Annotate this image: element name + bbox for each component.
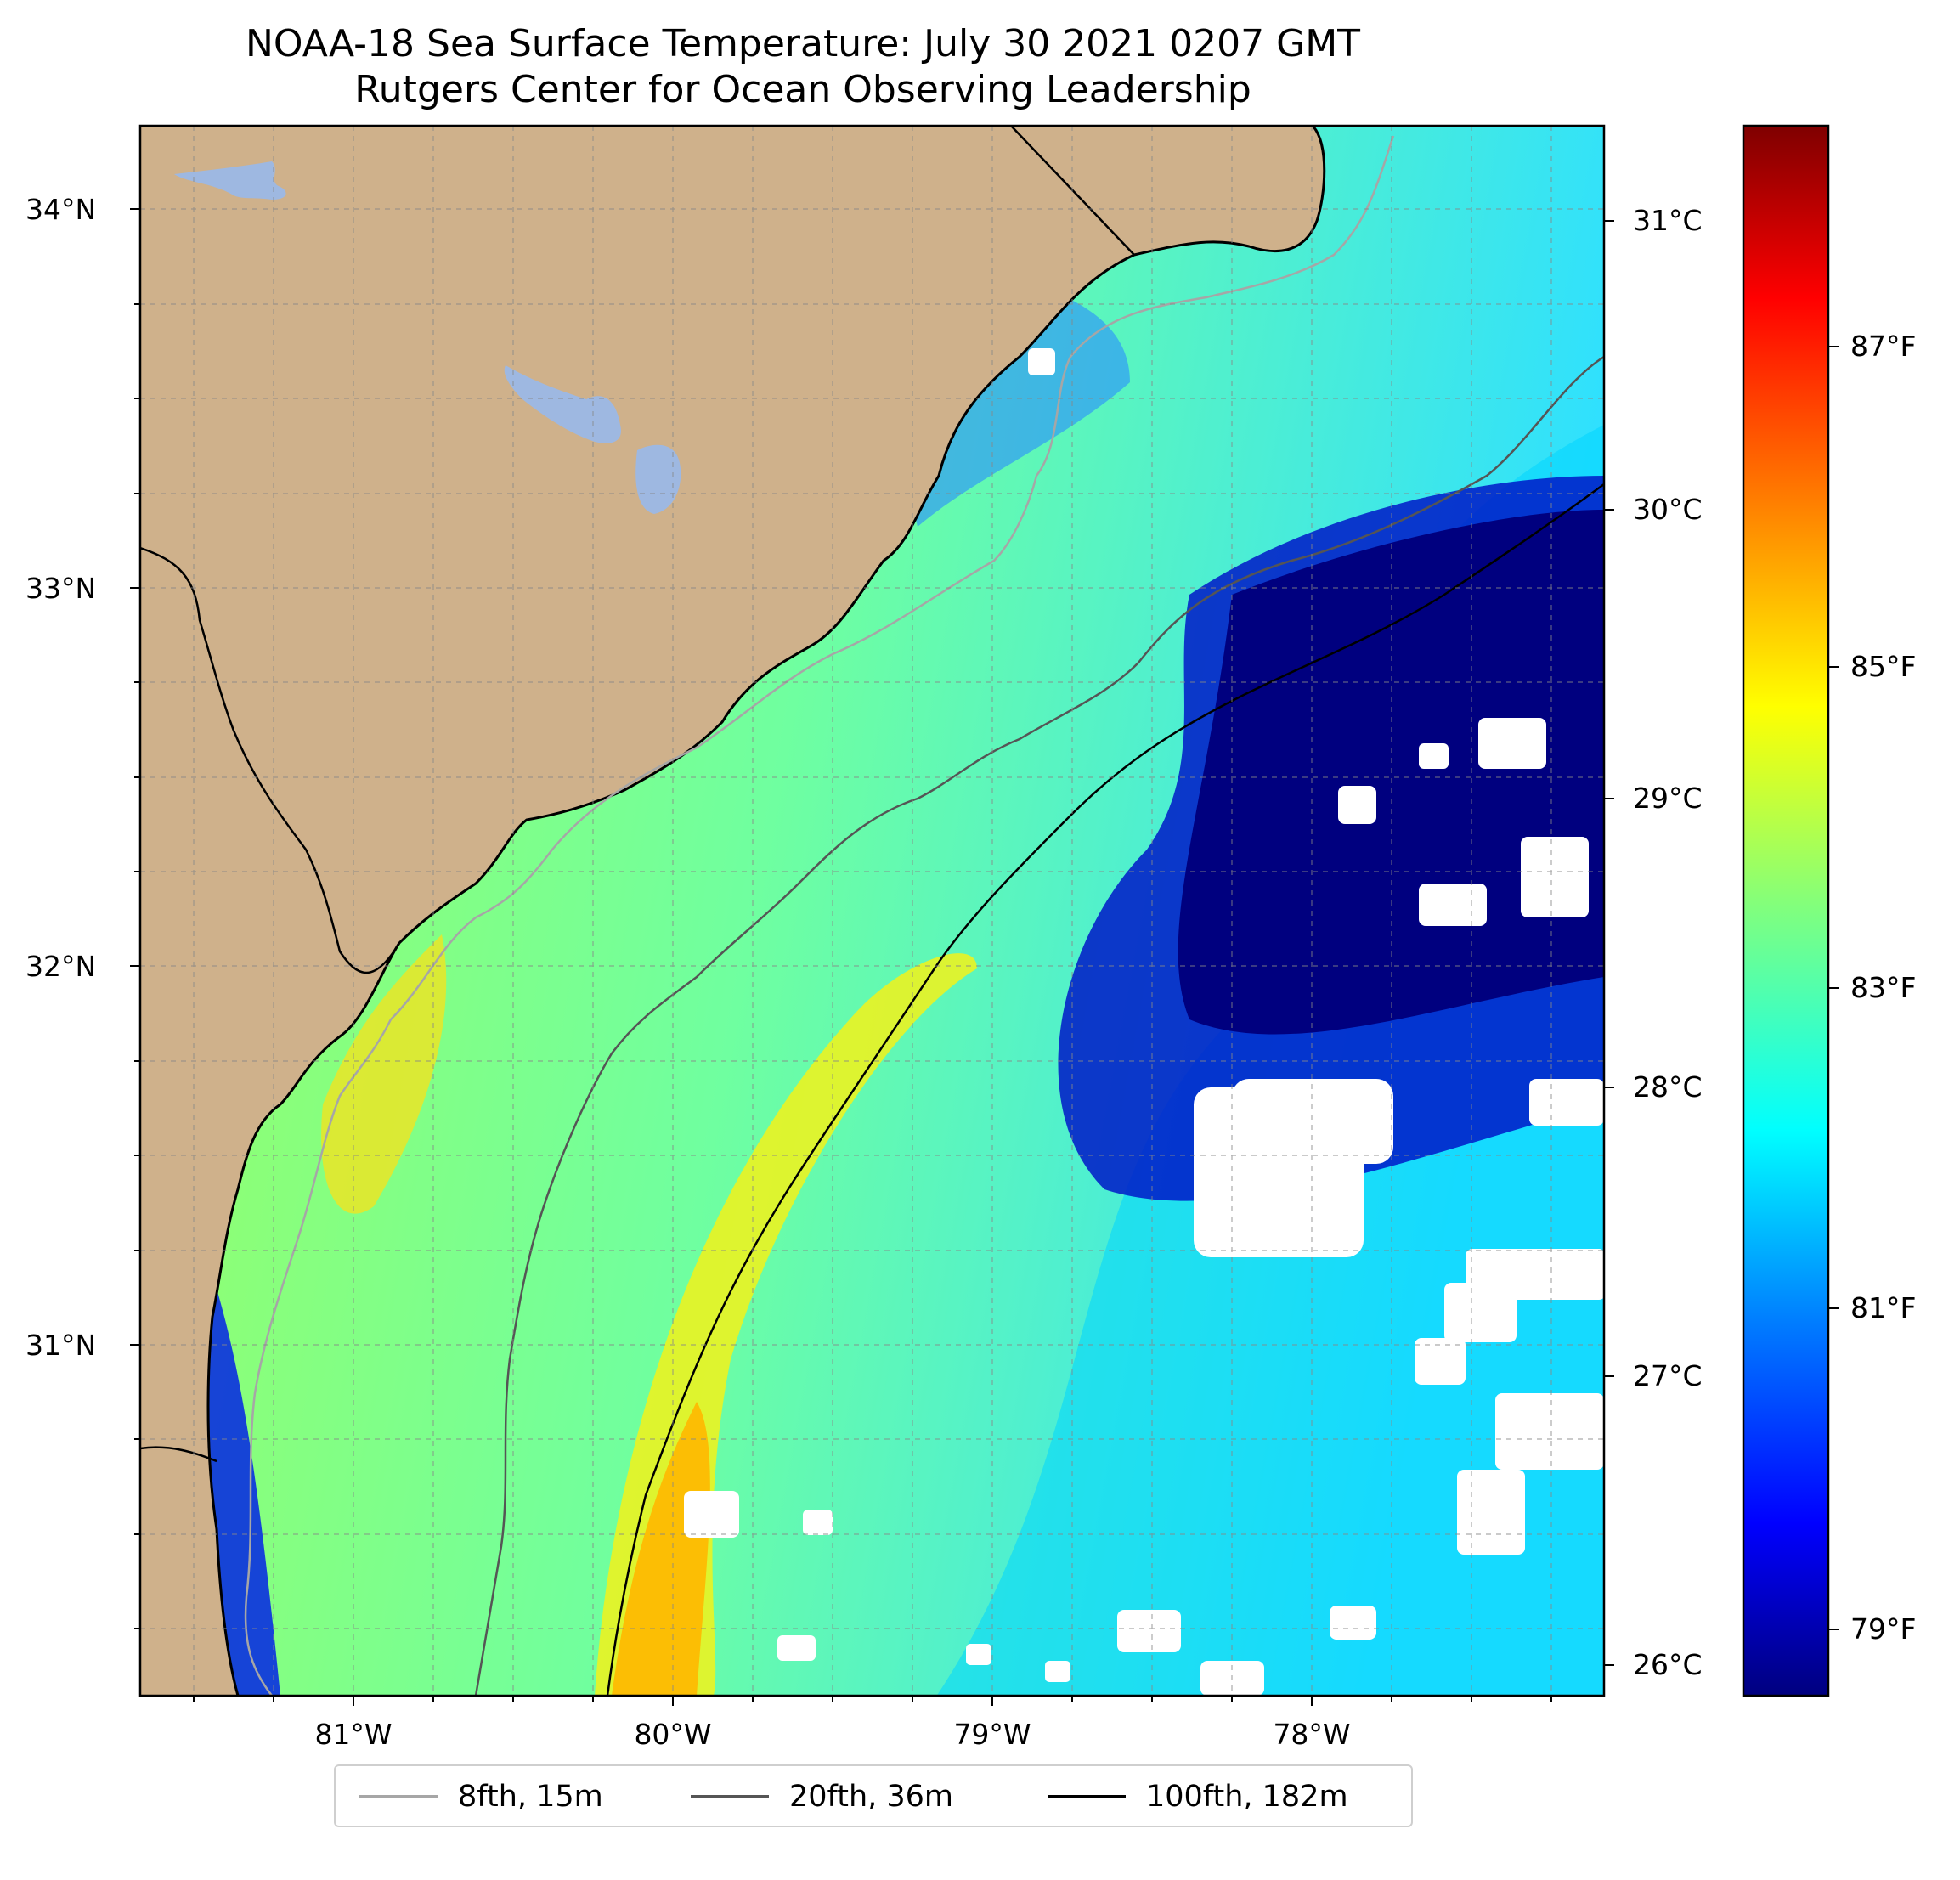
celsius-label-27: 27°C — [1633, 1359, 1703, 1392]
colorbar — [1742, 124, 1830, 1697]
lon-label-78w: 78°W — [1273, 1718, 1351, 1751]
celsius-label-30: 30°C — [1633, 493, 1703, 526]
map-area — [140, 126, 1604, 1696]
legend-item-20fth: 20fth, 36m — [691, 1778, 953, 1815]
cloud-mask — [684, 348, 1604, 1696]
lat-label-34n: 34°N — [25, 193, 97, 226]
lat-label-33n: 33°N — [25, 572, 97, 605]
fahrenheit-label-83: 83°F — [1850, 971, 1917, 1004]
legend-label-20fth: 20fth, 36m — [789, 1780, 954, 1814]
celsius-ticks — [1604, 220, 1614, 1666]
legend-label-8fth: 8fth, 15m — [458, 1780, 603, 1814]
land — [140, 126, 1325, 1696]
legend-item-100fth: 100fth, 182m — [1048, 1778, 1348, 1815]
legend-item-8fth: 8fth, 15m — [359, 1778, 603, 1815]
map-frame — [138, 124, 1606, 1697]
celsius-label-26: 26°C — [1633, 1648, 1703, 1681]
lake — [174, 161, 286, 200]
fahrenheit-label-85: 85°F — [1850, 650, 1917, 683]
fahrenheit-ticks — [1828, 346, 1839, 1630]
contour-100fth — [606, 483, 1604, 1696]
lat-ticks — [130, 208, 140, 1629]
lon-ticks — [193, 1696, 1552, 1706]
lake-moultrie — [635, 444, 681, 514]
lake-marion — [504, 365, 621, 443]
legend-swatch-8fth — [359, 1795, 438, 1798]
celsius-label-31: 31°C — [1633, 204, 1703, 237]
fahrenheit-label-81: 81°F — [1850, 1291, 1917, 1324]
lon-label-79w: 79°W — [953, 1718, 1031, 1751]
lon-label-80w: 80°W — [634, 1718, 712, 1751]
fahrenheit-label-87: 87°F — [1850, 330, 1917, 363]
lon-label-81w: 81°W — [314, 1718, 393, 1751]
celsius-label-28: 28°C — [1633, 1070, 1703, 1104]
legend-label-100fth: 100fth, 182m — [1146, 1780, 1348, 1814]
lat-label-32n: 32°N — [25, 950, 97, 983]
state-border-ga-fl — [140, 1446, 217, 1463]
state-border-sc-ga — [140, 546, 401, 974]
map-title: NOAA-18 Sea Surface Temperature: July 30… — [245, 22, 1361, 65]
map-subtitle: Rutgers Center for Ocean Observing Leade… — [354, 68, 1251, 111]
contour-20fth — [474, 355, 1604, 1696]
legend-swatch-100fth — [1048, 1795, 1126, 1798]
celsius-label-29: 29°C — [1633, 782, 1703, 815]
legend-swatch-20fth — [691, 1795, 769, 1798]
contour-legend: 8fth, 15m 20fth, 36m 100fth, 182m — [334, 1764, 1413, 1827]
contour-8fth — [244, 135, 1395, 1696]
lat-label-31n: 31°N — [25, 1329, 97, 1362]
gridlines — [140, 126, 1604, 1696]
coastline — [206, 126, 1326, 1696]
fahrenheit-label-79: 79°F — [1850, 1612, 1917, 1646]
